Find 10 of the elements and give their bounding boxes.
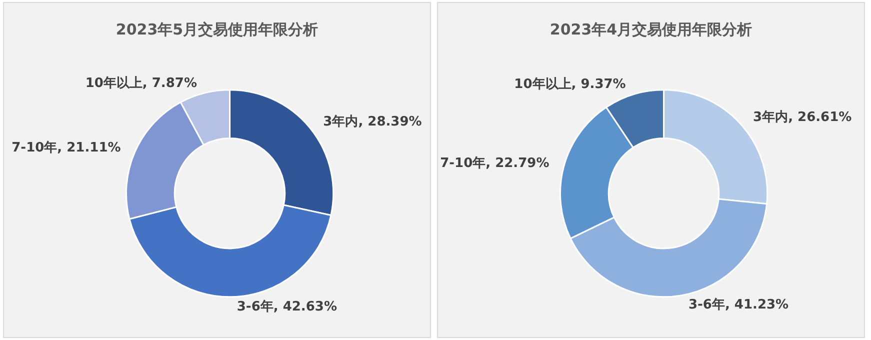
- chart-title: 2023年5月交易使用年限分析: [116, 20, 318, 38]
- slice-label: 3年内, 28.39%: [323, 114, 422, 130]
- slice-label: 3-6年, 42.63%: [236, 299, 337, 314]
- chart-title: 2023年4月交易使用年限分析: [550, 20, 752, 38]
- slice-label: 3-6年, 41.23%: [688, 298, 789, 313]
- slice-label: 7-10年, 21.11%: [12, 140, 121, 156]
- slice-label: 7-10年, 22.79%: [440, 156, 550, 172]
- slice-label: 10年以上, 7.87%: [85, 76, 197, 91]
- slice-label: 10年以上, 9.37%: [514, 77, 626, 92]
- slice-label: 3年内, 26.61%: [753, 110, 852, 125]
